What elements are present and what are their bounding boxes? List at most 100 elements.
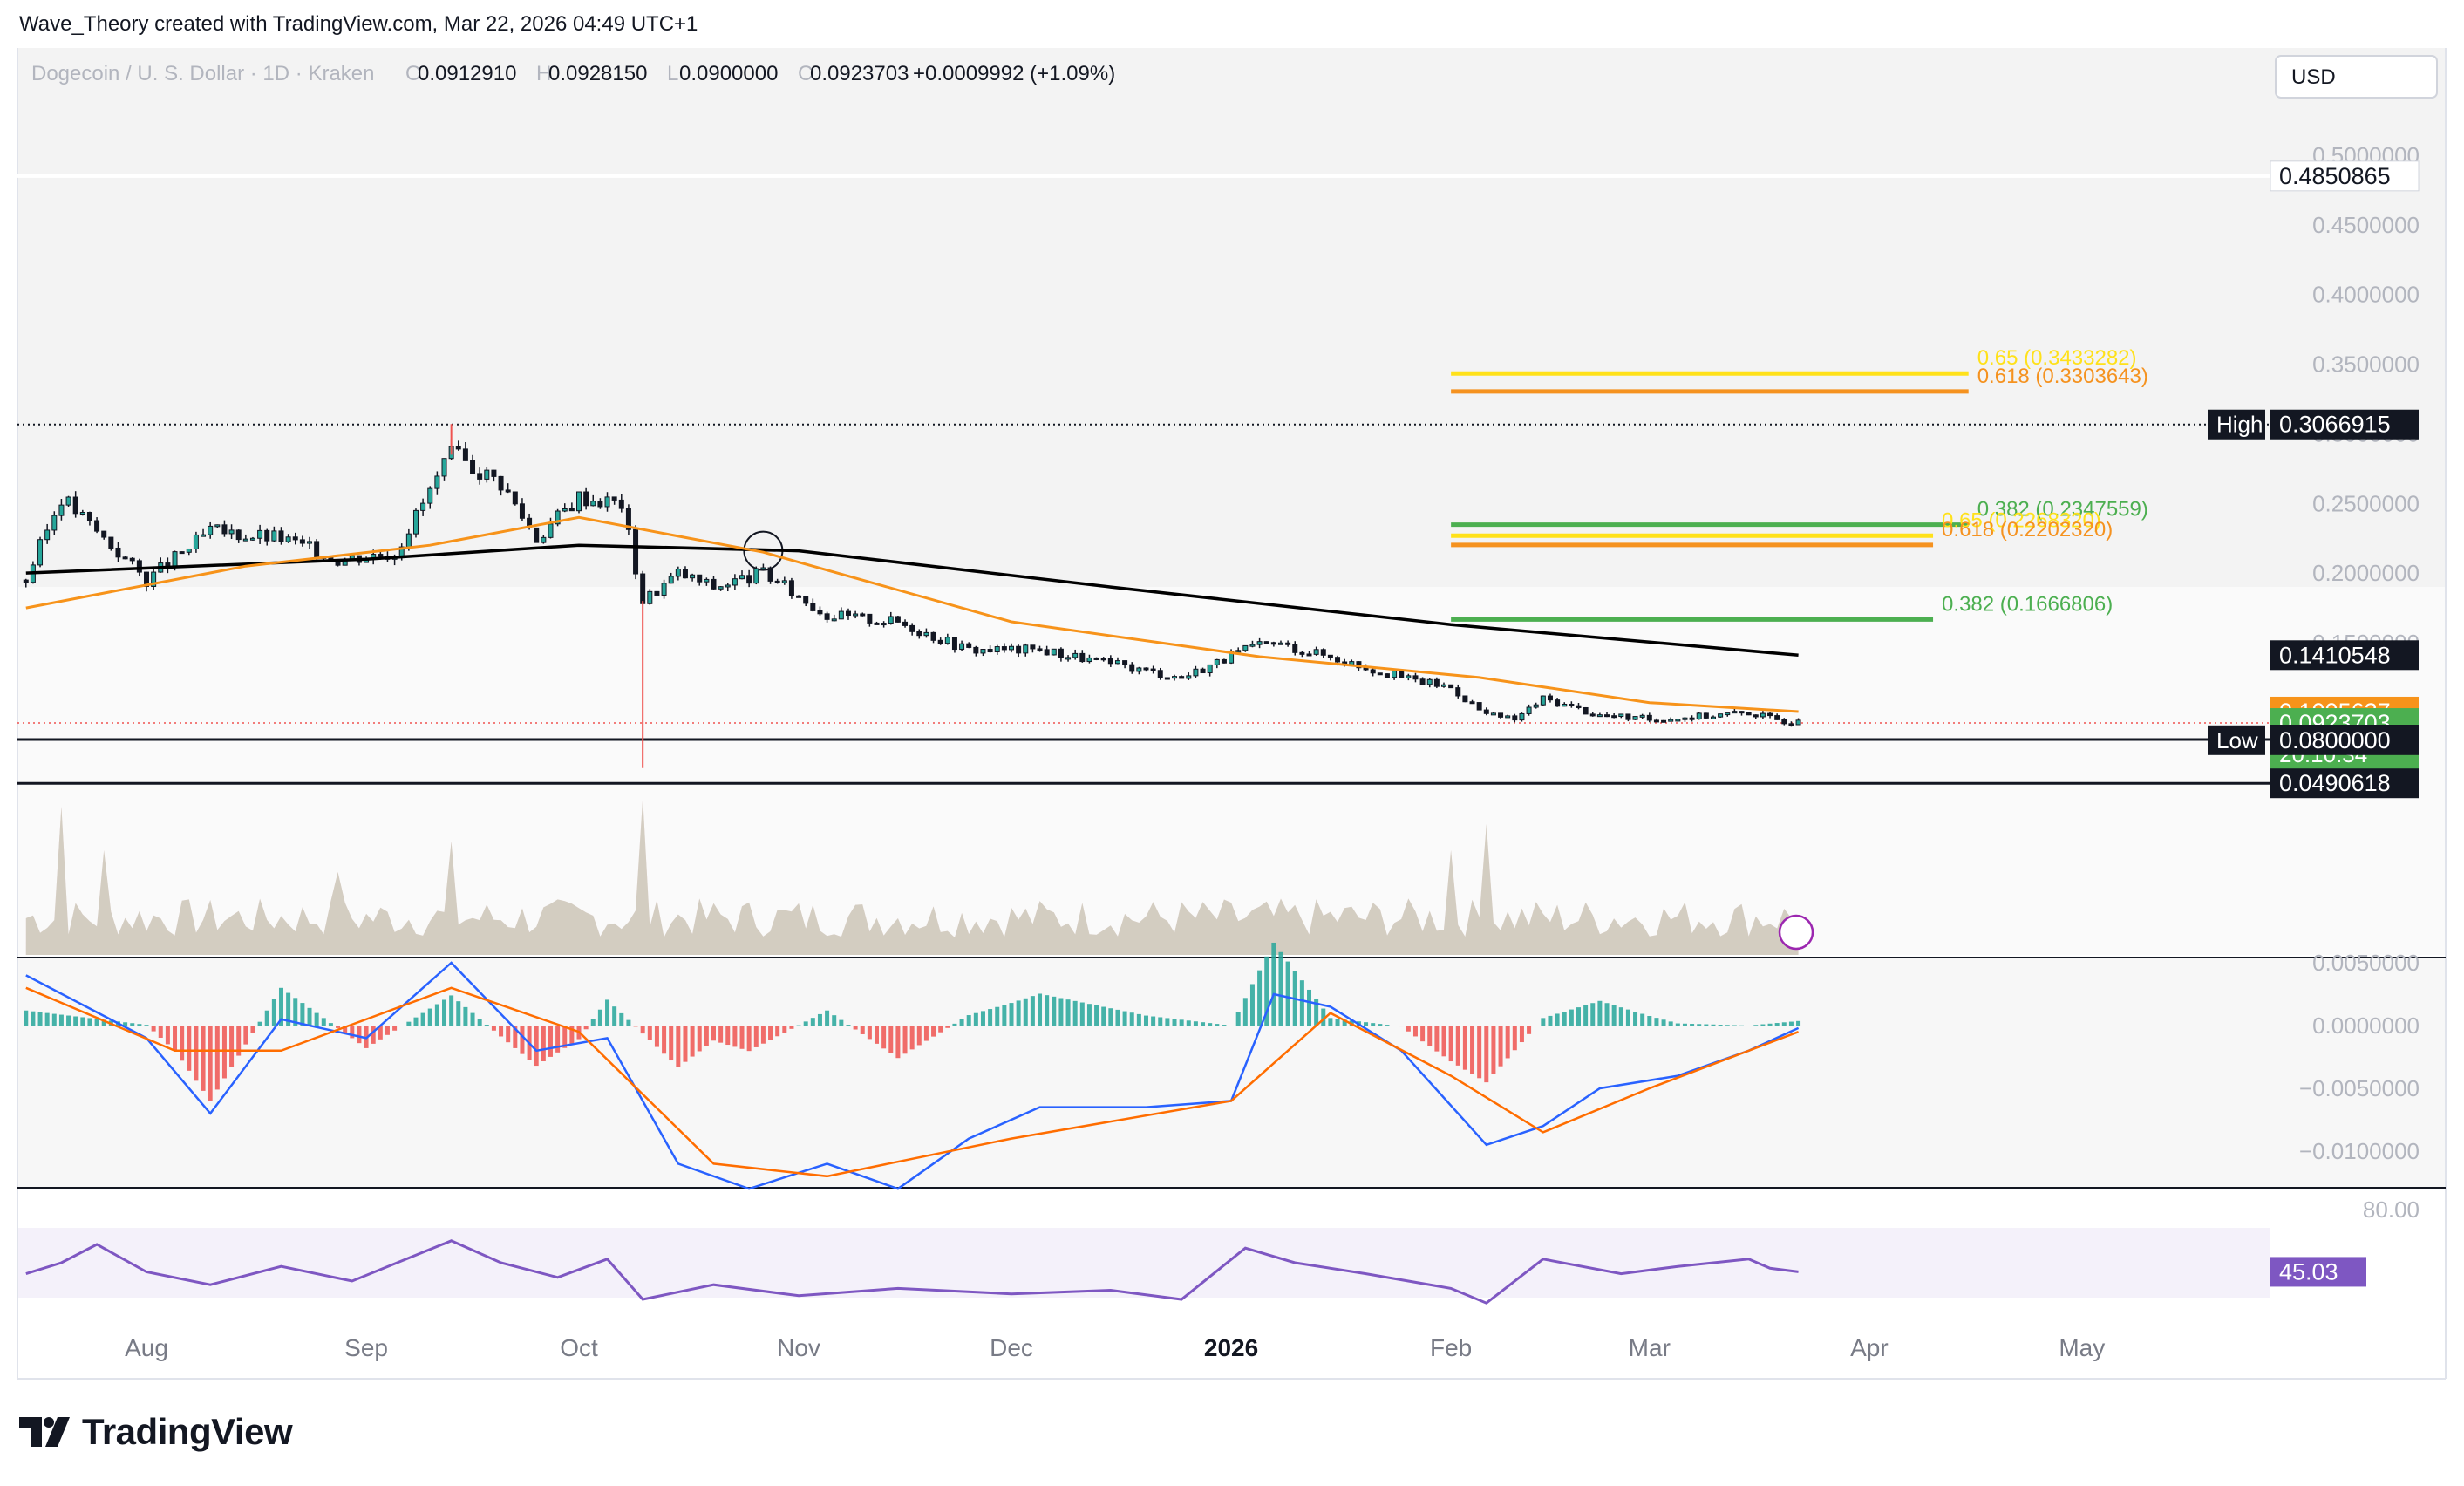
- price-label-value: 0.0800000: [2279, 727, 2391, 753]
- macd-bar: [1201, 1022, 1206, 1026]
- candle-body: [1392, 671, 1398, 678]
- macd-bar: [959, 1019, 964, 1026]
- candle-body: [1335, 657, 1341, 663]
- macd-bar: [875, 1026, 880, 1044]
- candle-body: [1589, 713, 1596, 717]
- candle-body: [235, 529, 242, 541]
- macd-bar: [1271, 942, 1276, 1026]
- candle-body: [1732, 711, 1738, 714]
- macd-bar: [718, 1026, 724, 1043]
- macd-bar: [1725, 1025, 1730, 1026]
- candle-body: [94, 520, 100, 532]
- macd-bar: [300, 1003, 305, 1026]
- candle-body: [1412, 675, 1419, 680]
- candle-body: [1001, 646, 1007, 651]
- candle-body: [647, 590, 653, 604]
- candle-body: [1498, 712, 1504, 718]
- candle-body: [796, 595, 802, 598]
- x-tick-label: Mar: [1629, 1334, 1671, 1361]
- candle-body: [555, 510, 561, 525]
- candle-body: [682, 569, 688, 579]
- candle-body: [1760, 712, 1766, 718]
- macd-bar: [491, 1026, 496, 1031]
- rsi-line: [25, 1239, 1799, 1305]
- macd-bar: [1222, 1025, 1227, 1026]
- candle-body: [1476, 702, 1482, 711]
- candle-body: [1604, 714, 1610, 718]
- macd-bar: [321, 1018, 326, 1026]
- candle-body: [1200, 668, 1206, 674]
- macd-bar: [1718, 1025, 1723, 1026]
- candle-body: [902, 621, 909, 626]
- candle-body: [101, 530, 107, 538]
- candle-body: [923, 631, 929, 637]
- price-label-box: [2270, 409, 2419, 440]
- candle-body: [1433, 678, 1440, 687]
- ohlc-key: O: [405, 62, 422, 85]
- candle-body: [1214, 658, 1220, 665]
- macd-bar: [51, 1013, 57, 1026]
- macd-bar: [499, 1026, 504, 1037]
- macd-bar: [1079, 1002, 1085, 1026]
- macd-bar: [1441, 1026, 1446, 1057]
- macd-bar: [1108, 1008, 1113, 1026]
- macd-bar: [1030, 996, 1035, 1026]
- candle-body: [597, 501, 603, 508]
- candle-body: [378, 554, 384, 557]
- macd-bar: [1129, 1012, 1134, 1026]
- macd-bar: [1299, 980, 1304, 1026]
- macd-bar: [243, 1026, 248, 1045]
- macd-bar: [1412, 1026, 1418, 1037]
- candle-body: [1739, 711, 1745, 714]
- macd-bar: [1427, 1026, 1433, 1046]
- candle-body: [1639, 714, 1645, 718]
- candle-body: [618, 499, 624, 509]
- candle-body: [867, 613, 873, 624]
- candle-body: [1044, 649, 1050, 656]
- macd-bar: [31, 1011, 36, 1026]
- candle-body: [881, 623, 887, 626]
- macd-bar: [180, 1026, 185, 1061]
- candle-body: [405, 533, 412, 548]
- candle-body: [1469, 701, 1475, 705]
- candle-body: [484, 469, 490, 480]
- candle-body: [208, 525, 214, 535]
- macd-bar: [1285, 961, 1290, 1026]
- macd-bar: [1314, 999, 1319, 1026]
- candle-body: [845, 610, 851, 617]
- macd-bar: [66, 1015, 71, 1026]
- macd-bar: [44, 1012, 50, 1026]
- candle-body: [1384, 673, 1390, 678]
- candle-body: [72, 496, 78, 515]
- candle-body: [58, 504, 65, 516]
- macd-bar: [1242, 998, 1248, 1026]
- macd-bar: [1781, 1022, 1787, 1026]
- macd-bar: [711, 1026, 716, 1041]
- candle-body: [611, 496, 617, 501]
- macd-line: [25, 961, 1800, 1190]
- candle-body: [1675, 719, 1681, 722]
- macd-bar: [392, 1026, 398, 1031]
- macd-bar: [1052, 996, 1057, 1026]
- macd-bar: [87, 1018, 92, 1026]
- candle-body: [668, 576, 674, 584]
- candle-body: [1547, 695, 1553, 701]
- macd-bar: [846, 1025, 851, 1026]
- macd-bar: [1364, 1022, 1369, 1026]
- candle-body: [1072, 652, 1079, 658]
- macd-bar: [1342, 1019, 1347, 1026]
- macd-bar: [1796, 1020, 1801, 1026]
- candle-body: [1136, 667, 1142, 672]
- macd-bar: [73, 1016, 78, 1026]
- candle-body: [491, 469, 497, 477]
- candle-body: [462, 448, 468, 461]
- candle-body: [1753, 714, 1759, 718]
- tradingview-logo[interactable]: TradingView: [19, 1411, 293, 1453]
- candle-body: [661, 583, 667, 596]
- macd-bar: [690, 1026, 695, 1057]
- candle-body: [1540, 695, 1546, 706]
- candle-body: [739, 575, 745, 580]
- macd-y-tick: −0.0100000: [2299, 1138, 2420, 1164]
- currency-button: [2275, 55, 2438, 99]
